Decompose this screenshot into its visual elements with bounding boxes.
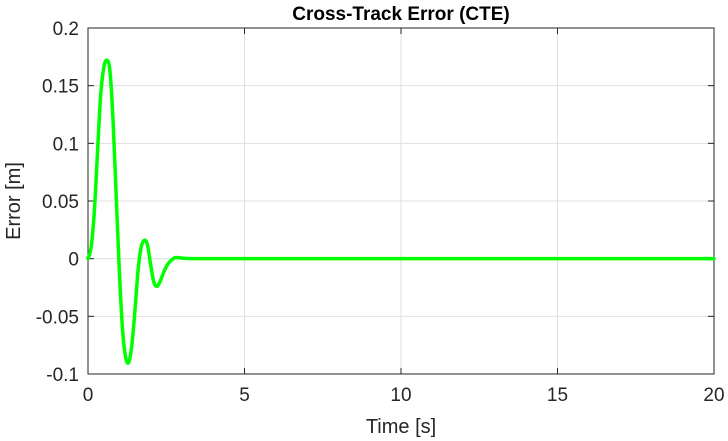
y-axis-label: Error [m] [3,162,25,240]
y-tick-label: -0.05 [36,307,79,328]
y-tick-label: 0 [68,250,79,271]
x-tick-label: 15 [547,385,568,406]
x-tick-label: 0 [83,385,94,406]
tick-labels: 0 5 10 15 20 -0.1 -0.05 0 0.05 0.1 0.15 0.2 [36,19,725,406]
tick-marks [87,27,715,375]
series-line-cte [86,58,716,365]
y-tick-label: 0.1 [53,134,79,155]
x-tick-label: 10 [390,385,411,406]
grid [88,28,714,374]
y-tick-label: 0.15 [42,77,79,98]
chart-title: Cross-Track Error (CTE) [292,4,510,25]
y-tick-label: 0.05 [42,192,79,213]
x-tick-label: 20 [703,385,724,406]
x-tick-label: 5 [239,385,250,406]
y-tick-label: -0.1 [46,365,79,386]
y-tick-label: 0.2 [53,19,79,40]
x-axis-label: Time [s] [366,416,436,438]
